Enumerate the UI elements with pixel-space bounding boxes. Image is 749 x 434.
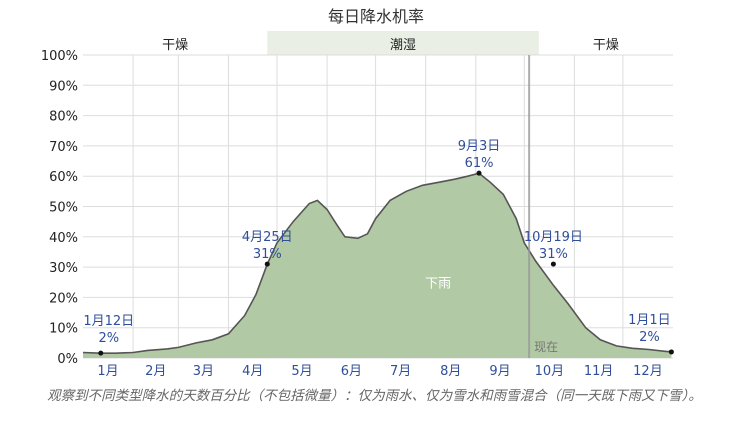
chart-title: 每日降水机率 xyxy=(328,7,424,26)
precipitation-chart: 每日降水机率 干燥 潮湿 干燥 0% 10% 20% 30% 40% 50% 60% 70% 80%… xyxy=(41,7,674,379)
x-tick-label: 4月 xyxy=(242,364,263,379)
x-tick-label: 2月 xyxy=(145,364,166,379)
annotation-dot xyxy=(476,170,482,176)
y-tick-label: 40% xyxy=(49,231,78,246)
annotation-date: 10月19日 xyxy=(524,230,583,245)
annotation-date: 1月1日 xyxy=(628,313,671,328)
season-band: 干燥 潮湿 干燥 xyxy=(162,31,619,55)
annotation-value: 31% xyxy=(539,247,568,262)
x-tick-label: 9月 xyxy=(489,364,510,379)
x-tick-label: 12月 xyxy=(633,364,663,379)
now-label: 现在 xyxy=(534,340,558,354)
annotation-value: 31% xyxy=(253,247,282,262)
area-layer xyxy=(82,172,672,358)
y-tick-label: 20% xyxy=(49,291,78,306)
annotation-dot xyxy=(98,350,104,356)
season-label: 干燥 xyxy=(162,38,188,53)
y-tick-label: 70% xyxy=(49,140,78,155)
season-label: 干燥 xyxy=(593,38,619,53)
annotation-date: 1月12日 xyxy=(83,314,134,329)
chart-caption: 观察到不同类型降水的天数百分比（不包括微量）：仅为雨水、仅为雪水和雨雪混合（同一… xyxy=(47,388,702,404)
annotation-dot xyxy=(668,349,674,355)
y-tick-label: 0% xyxy=(57,352,78,367)
y-tick-label: 100% xyxy=(41,49,78,64)
series-label: 下雨 xyxy=(425,276,451,291)
annotation-value: 61% xyxy=(465,156,494,171)
annotation-dot xyxy=(264,261,270,267)
annotation-dot xyxy=(550,261,556,267)
x-tick-label: 1月 xyxy=(97,364,118,379)
y-tick-label: 90% xyxy=(49,79,78,94)
grid: 0% 10% 20% 30% 40% 50% 60% 70% 80% 90% 100% 1月 2月 3月 4… xyxy=(41,49,673,379)
season-label: 潮湿 xyxy=(390,38,416,53)
x-tick-label: 3月 xyxy=(193,364,214,379)
x-tick-label: 8月 xyxy=(440,364,461,379)
y-tick-label: 60% xyxy=(49,170,78,185)
y-tick-label: 10% xyxy=(49,322,78,337)
x-tick-label: 6月 xyxy=(341,364,362,379)
annotation-value: 2% xyxy=(639,330,660,345)
rain-area xyxy=(83,173,672,358)
y-tick-label: 80% xyxy=(49,110,78,125)
x-tick-label: 10月 xyxy=(535,364,565,379)
x-tick-label: 5月 xyxy=(291,364,312,379)
rain-line xyxy=(82,172,672,354)
x-tick-label: 11月 xyxy=(584,364,614,379)
annotation-date: 4月25日 xyxy=(242,230,293,245)
y-tick-label: 30% xyxy=(49,261,78,276)
annotation-date: 9月3日 xyxy=(458,139,501,154)
season-band-wet xyxy=(267,31,539,55)
x-tick-label: 7月 xyxy=(390,364,411,379)
annotation-value: 2% xyxy=(98,331,119,346)
y-tick-label: 50% xyxy=(49,201,78,216)
